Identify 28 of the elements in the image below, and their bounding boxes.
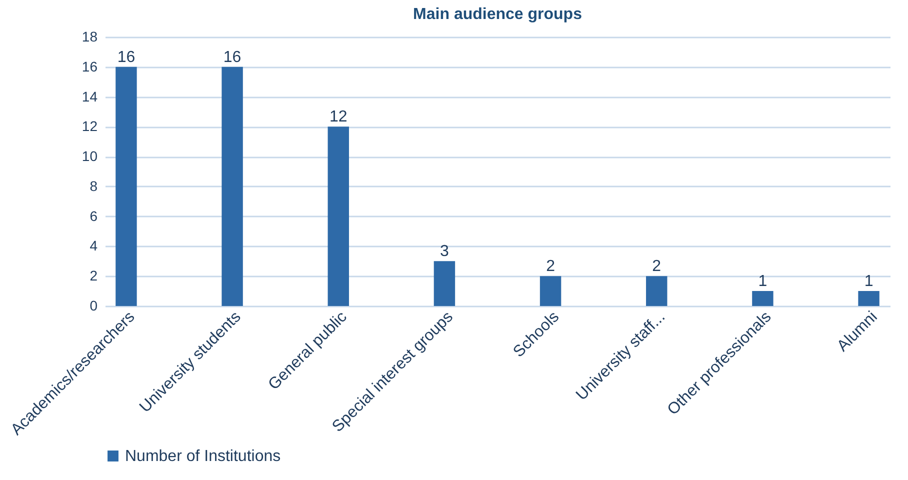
data-label: 16 xyxy=(223,48,242,66)
y-tick-label: 8 xyxy=(90,178,98,194)
y-tick-label: 10 xyxy=(82,148,98,164)
bar xyxy=(540,276,562,306)
y-tick-label: 18 xyxy=(82,28,98,44)
y-tick-label: 12 xyxy=(82,118,98,134)
data-label: 2 xyxy=(546,258,556,276)
bar xyxy=(646,276,668,306)
y-tick-label: 0 xyxy=(90,298,98,314)
legend-label: Number of Institutions xyxy=(125,448,281,465)
y-tick-label: 2 xyxy=(90,268,98,284)
bar xyxy=(434,261,456,306)
data-label: 1 xyxy=(758,273,768,290)
bar xyxy=(328,126,349,306)
bar xyxy=(222,66,243,306)
y-tick-label: 16 xyxy=(82,58,98,74)
y-tick-label: 6 xyxy=(90,208,98,224)
bar xyxy=(752,291,774,306)
y-tick-label: 14 xyxy=(82,88,98,104)
data-label: 12 xyxy=(329,108,348,126)
chart-title: Main audience groups xyxy=(413,6,582,23)
y-tick-label: 4 xyxy=(90,238,98,254)
bar xyxy=(116,66,137,306)
data-label: 3 xyxy=(440,243,450,260)
data-label: 16 xyxy=(117,48,136,66)
data-label: 2 xyxy=(652,258,662,276)
data-label: 1 xyxy=(864,273,874,290)
bar xyxy=(858,291,880,306)
